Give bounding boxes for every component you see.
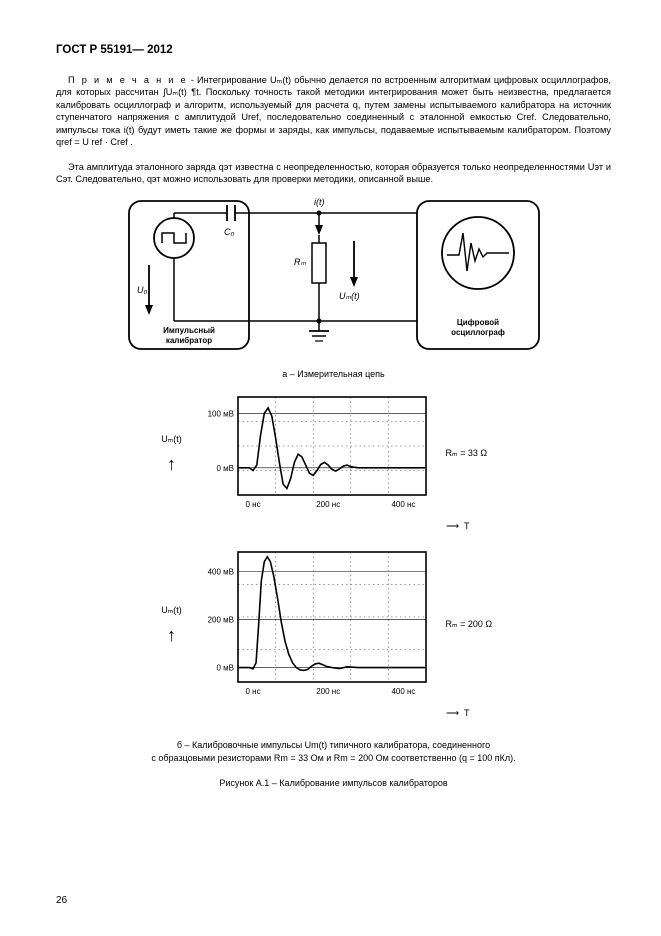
- svg-text:Цифровой: Цифровой: [456, 318, 498, 327]
- para-body: Эта амплитуда эталонного заряда qэт изве…: [56, 162, 611, 184]
- chart-1-ylabel: Uₘ(t) ↑: [152, 434, 192, 473]
- chart-2-xaxis: ⟶ T: [188, 708, 480, 719]
- chart-1-row: Uₘ(t) ↑ 0 мВ 100 мВ 0 нс 200 нс 400 нс Rₘ = …: [152, 389, 516, 517]
- circuit-diagram: U₀ C₀ Импульсный калибратор i(t): [56, 193, 611, 363]
- document-header: ГОСТ Р 55191— 2012: [56, 44, 611, 56]
- figure-title: Рисунок A.1 – Калибрование импульсов кал…: [56, 778, 611, 788]
- svg-text:осциллограф: осциллограф: [451, 328, 505, 337]
- page-number: 26: [56, 895, 67, 906]
- note-lead: П р и м е ч а н и е: [56, 75, 188, 85]
- chart-1-xaxis: ⟶ T: [188, 521, 480, 532]
- svg-text:200 нс: 200 нс: [316, 500, 340, 509]
- chart-1: 0 мВ 100 мВ 0 нс 200 нс 400 нс: [198, 389, 434, 517]
- svg-text:Импульсный: Импульсный: [163, 326, 215, 335]
- svg-text:100 мВ: 100 мВ: [207, 410, 233, 419]
- svg-text:0 мВ: 0 мВ: [216, 464, 234, 473]
- note-paragraph: П р и м е ч а н и е - Интегрирование Uₘ(…: [56, 74, 611, 149]
- chart-2-ylabel: Uₘ(t) ↑: [152, 605, 192, 644]
- svg-text:Uₘ(t): Uₘ(t): [339, 291, 360, 301]
- chart-2: 0 мВ 200 мВ 400 мВ 0 нс 200 нс 400 нс: [198, 544, 434, 704]
- svg-text:200 мВ: 200 мВ: [207, 616, 233, 625]
- chart-2-row: Uₘ(t) ↑ 0 мВ 200 мВ 400 мВ 0 нс 200 нс 400 нс…: [152, 544, 516, 704]
- svg-text:калибратор: калибратор: [165, 336, 211, 345]
- note-body: - Интегрирование Uₘ(t) обычно делается п…: [56, 75, 611, 147]
- svg-text:C₀: C₀: [224, 227, 234, 237]
- svg-text:400 нс: 400 нс: [391, 500, 415, 509]
- main-paragraph: Эта амплитуда эталонного заряда qэт изве…: [56, 161, 611, 186]
- chart-1-right-label: Rₘ = 33 Ω: [446, 448, 516, 459]
- svg-text:200 нс: 200 нс: [316, 687, 340, 696]
- svg-text:0 нс: 0 нс: [245, 687, 260, 696]
- figure-a-caption: a – Измерительная цепь: [56, 369, 611, 379]
- svg-text:Rₘ: Rₘ: [294, 257, 306, 267]
- svg-text:i(t): i(t): [314, 197, 325, 207]
- svg-text:400 мВ: 400 мВ: [207, 568, 233, 577]
- svg-text:U₀: U₀: [137, 285, 147, 295]
- svg-text:0 нс: 0 нс: [245, 500, 260, 509]
- svg-text:0 мВ: 0 мВ: [216, 664, 234, 673]
- figure-b-caption: б – Калибровочные импульсы Um(t) типично…: [56, 739, 611, 763]
- chart-2-right-label: Rₘ = 200 Ω: [446, 619, 516, 630]
- svg-text:400 нс: 400 нс: [391, 687, 415, 696]
